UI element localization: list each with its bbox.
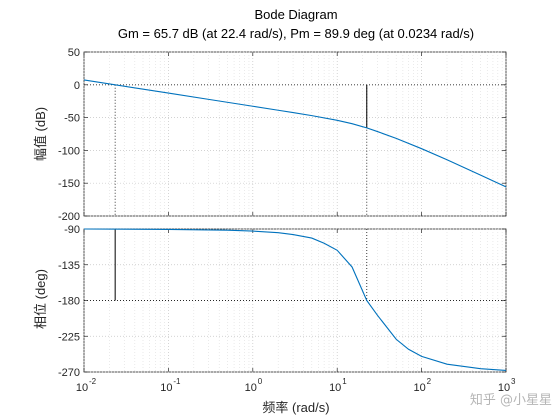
chart-subtitle: Gm = 65.7 dB (at 22.4 rad/s), Pm = 89.9 … <box>118 26 474 41</box>
phase-axis-label: 相位 (deg) <box>33 269 48 329</box>
x-tick-label: 10 <box>160 382 172 394</box>
phase-panel: -90 -135 -180 -225 -270 <box>58 224 507 379</box>
y-tick-label: -90 <box>64 224 80 236</box>
y-tick-label: 50 <box>68 47 80 59</box>
x-tick-label: 10 <box>76 382 88 394</box>
y-tick-label: -135 <box>58 260 80 272</box>
y-tick-label: 0 <box>74 80 80 92</box>
y-tick-label: -50 <box>64 113 80 125</box>
chart-title: Bode Diagram <box>254 7 337 22</box>
x-tick-label: 10 <box>413 382 425 394</box>
x-axis-label: 频率 (rad/s) <box>262 400 329 415</box>
magnitude-series-line <box>83 79 507 188</box>
y-tick-label: -100 <box>58 145 80 157</box>
magnitude-plot-area <box>83 51 507 217</box>
x-tick-label: 10 <box>498 382 510 394</box>
x-tick-label: 10 <box>329 382 341 394</box>
watermark-text: 知乎 @小星星 <box>470 392 552 408</box>
phase-series-line <box>83 228 507 371</box>
x-tick-exponent: -1 <box>173 377 181 386</box>
x-tick-exponent: 0 <box>258 377 263 386</box>
magnitude-axis-label: 幅值 (dB) <box>33 107 48 161</box>
magnitude-panel: 50 0 -50 -100 -150 -200 <box>58 47 507 223</box>
y-tick-label: -200 <box>58 211 80 223</box>
x-tick-exponent: 3 <box>511 377 516 386</box>
x-tick-exponent: 1 <box>342 377 347 386</box>
x-tick-label: 10 <box>245 382 257 394</box>
x-tick-exponent: -2 <box>89 377 97 386</box>
y-tick-label: -270 <box>58 367 80 379</box>
y-tick-label: -150 <box>58 178 80 190</box>
y-tick-label: -180 <box>58 296 80 308</box>
y-tick-label: -225 <box>58 331 80 343</box>
x-tick-exponent: 2 <box>427 377 432 386</box>
